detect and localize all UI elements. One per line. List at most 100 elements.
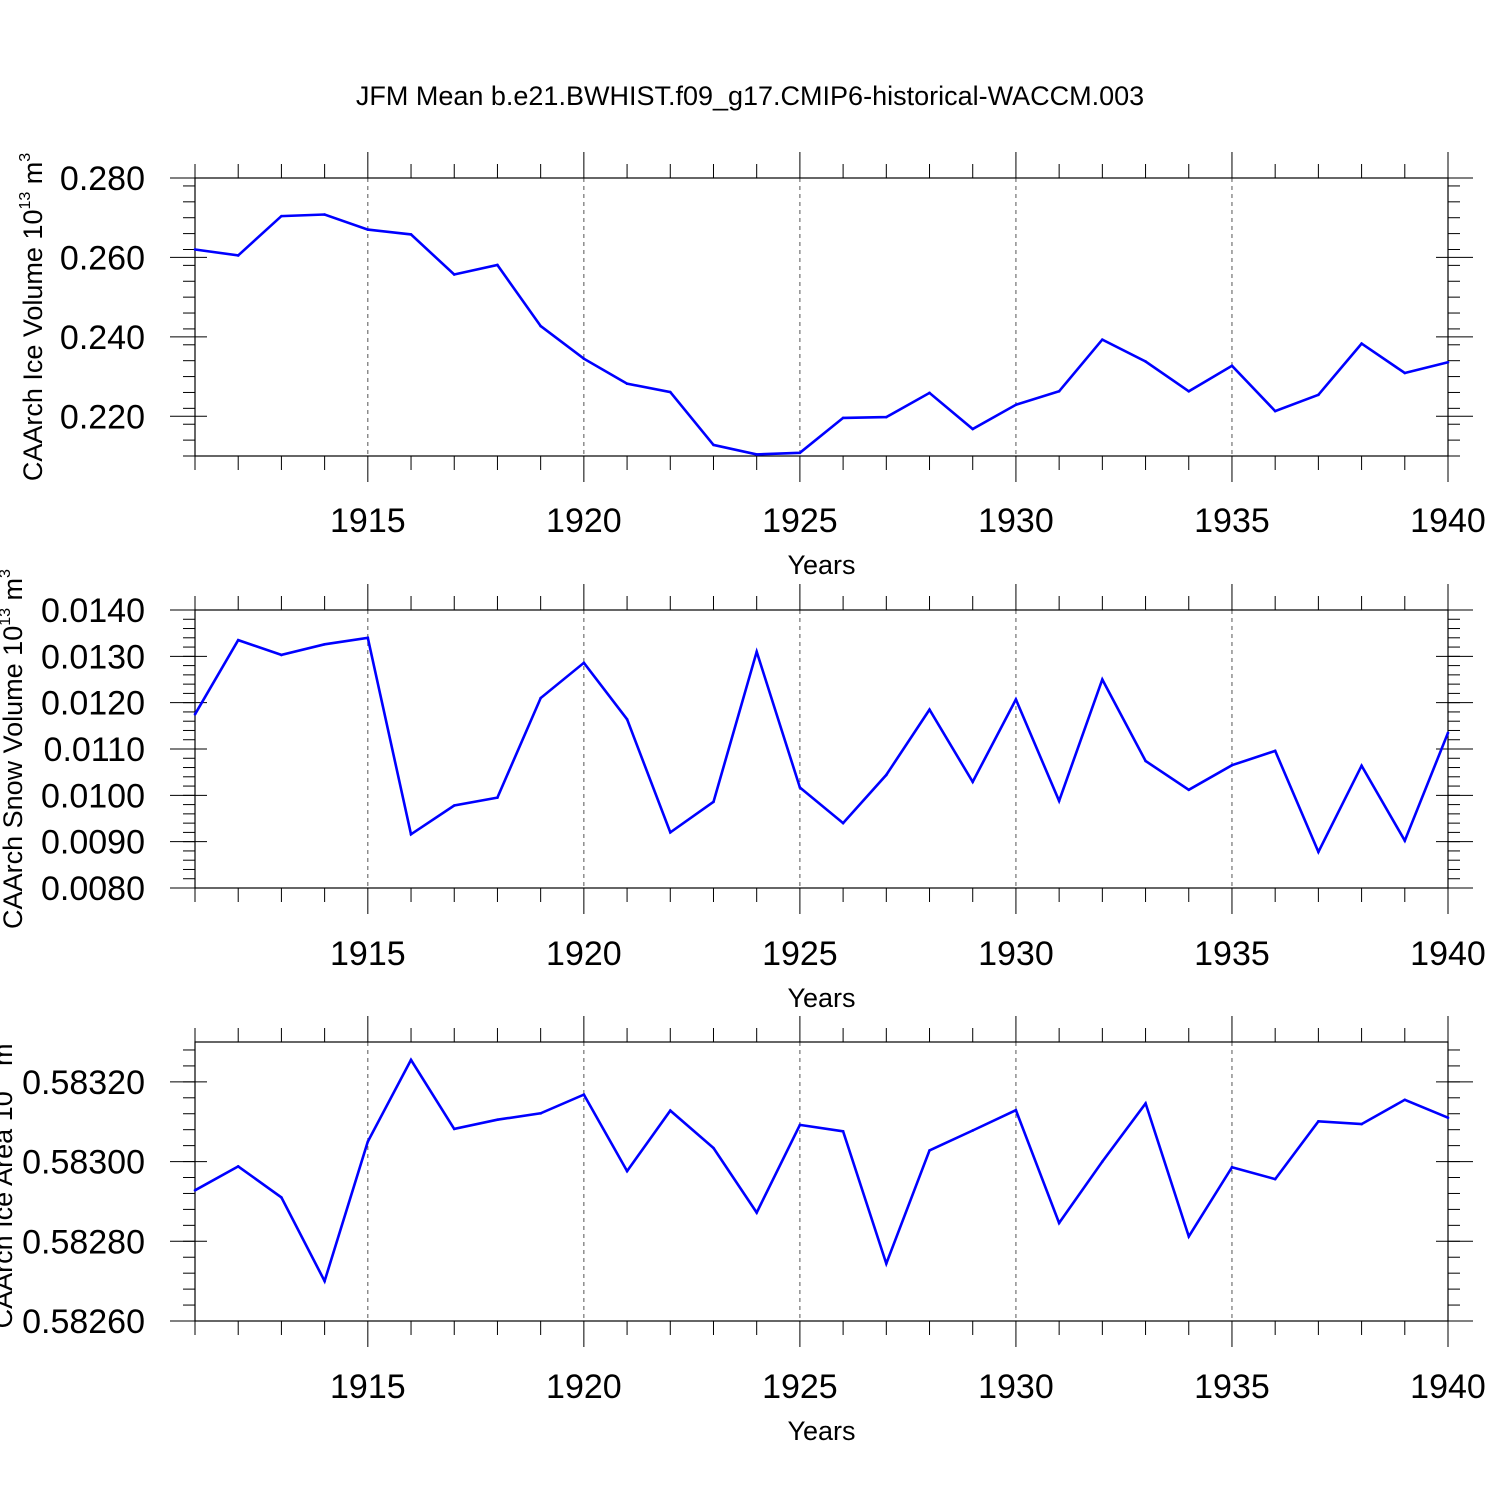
y-tick-label: 0.0110 xyxy=(44,731,145,769)
data-point xyxy=(668,390,672,394)
y-tick-label: 0.0080 xyxy=(41,870,145,908)
data-point xyxy=(366,228,370,231)
data-point xyxy=(1403,839,1407,843)
x-tick-label: 1940 xyxy=(1410,502,1486,540)
data-point xyxy=(366,1140,370,1143)
data-point xyxy=(280,214,283,218)
data-point xyxy=(496,796,499,799)
data-point xyxy=(668,1109,672,1112)
x-tick-label: 1915 xyxy=(330,502,406,540)
x-tick-label: 1925 xyxy=(762,935,838,973)
x-axis-label: Years xyxy=(787,550,855,580)
data-point xyxy=(712,800,715,804)
data-point xyxy=(1230,763,1234,767)
data-point xyxy=(539,696,542,700)
y-tick-label: 0.58320 xyxy=(22,1064,145,1102)
y-tick-label: 0.0120 xyxy=(41,685,145,723)
data-point xyxy=(798,1123,802,1127)
x-axis-label: Years xyxy=(787,983,855,1013)
chart-panel-2: 0.0080 0.0090 0.0100 0.0110 0.0120 0.0130 0.01… xyxy=(0,569,1486,1013)
data-point xyxy=(971,780,975,784)
data-point xyxy=(1014,1108,1018,1112)
data-point xyxy=(366,636,370,640)
data-point xyxy=(1317,850,1320,854)
data-point xyxy=(280,653,283,657)
data-point xyxy=(452,273,456,276)
data-point xyxy=(1057,1221,1061,1225)
y-axis-label: CAArch Snow Volume 1013 m3 xyxy=(0,569,28,929)
data-point xyxy=(668,831,672,834)
data-point xyxy=(280,1196,283,1199)
data-point xyxy=(452,804,456,807)
y-tick-label: 0.0100 xyxy=(41,777,145,815)
data-point xyxy=(323,213,326,216)
data-point xyxy=(1446,1116,1450,1120)
data-point xyxy=(1144,759,1147,763)
data-point xyxy=(885,773,888,777)
data-point xyxy=(1446,731,1450,735)
data-point xyxy=(1403,371,1407,375)
x-tick-label: 1925 xyxy=(762,1368,838,1406)
data-point xyxy=(1360,764,1363,767)
data-point xyxy=(1360,342,1363,345)
figure-title: JFM Mean b.e21.BWHIST.f09_g17.CMIP6-hist… xyxy=(356,81,1144,111)
data-point xyxy=(1144,1102,1147,1105)
data-point xyxy=(1014,698,1018,701)
data-point xyxy=(1360,1122,1363,1126)
x-tick-label: 1920 xyxy=(546,1368,622,1406)
data-point xyxy=(1317,393,1320,397)
data-point xyxy=(539,324,542,328)
x-tick-label: 1940 xyxy=(1410,1368,1486,1406)
y-tick-label: 0.58260 xyxy=(22,1303,145,1341)
data-point xyxy=(193,712,197,716)
data-point xyxy=(1187,788,1191,792)
data-point xyxy=(928,708,931,711)
data-point xyxy=(409,1058,413,1062)
data-point xyxy=(1230,364,1234,368)
x-tick-label: 1930 xyxy=(978,502,1054,540)
data-point xyxy=(755,1211,758,1214)
series-line xyxy=(193,636,1450,855)
x-tick-label: 1935 xyxy=(1194,502,1270,540)
data-point xyxy=(1273,1177,1277,1181)
data-point xyxy=(1273,749,1277,753)
x-tick-label: 1915 xyxy=(330,935,406,973)
data-point xyxy=(1101,678,1104,681)
x-tick-label: 1930 xyxy=(978,1368,1054,1406)
x-tick-label: 1925 xyxy=(762,502,838,540)
x-tick-label: 1935 xyxy=(1194,1368,1270,1406)
data-point xyxy=(582,357,586,361)
data-point xyxy=(236,638,240,642)
data-point xyxy=(625,1169,629,1173)
data-point xyxy=(1057,389,1061,393)
data-point xyxy=(1187,1235,1191,1238)
data-point xyxy=(625,718,629,721)
data-point xyxy=(1446,360,1450,364)
data-point xyxy=(928,391,931,395)
data-point xyxy=(1014,403,1018,407)
x-tick-label: 1920 xyxy=(546,935,622,973)
data-point xyxy=(1187,389,1191,393)
data-point xyxy=(841,416,845,420)
data-point xyxy=(798,786,802,789)
data-point xyxy=(712,443,715,447)
data-point xyxy=(1057,799,1061,803)
plot-frame xyxy=(194,1041,1449,1322)
x-axis-label: Years xyxy=(787,1416,855,1446)
data-point xyxy=(236,1165,240,1168)
data-point xyxy=(1403,1098,1407,1102)
y-tick-label: 0.58300 xyxy=(22,1144,145,1182)
series-line xyxy=(194,213,1449,456)
x-tick-label: 1940 xyxy=(1410,935,1486,973)
data-point xyxy=(409,233,413,236)
plot-frame xyxy=(194,177,1449,457)
data-point xyxy=(885,415,888,419)
data-point xyxy=(323,1279,326,1283)
data-point xyxy=(193,248,197,251)
data-point xyxy=(971,427,975,431)
y-axis-label: CAArch Ice Volume 1013 m3 xyxy=(17,153,48,481)
x-tick-label: 1920 xyxy=(546,502,622,540)
data-point xyxy=(1101,338,1104,341)
data-point xyxy=(582,661,586,665)
